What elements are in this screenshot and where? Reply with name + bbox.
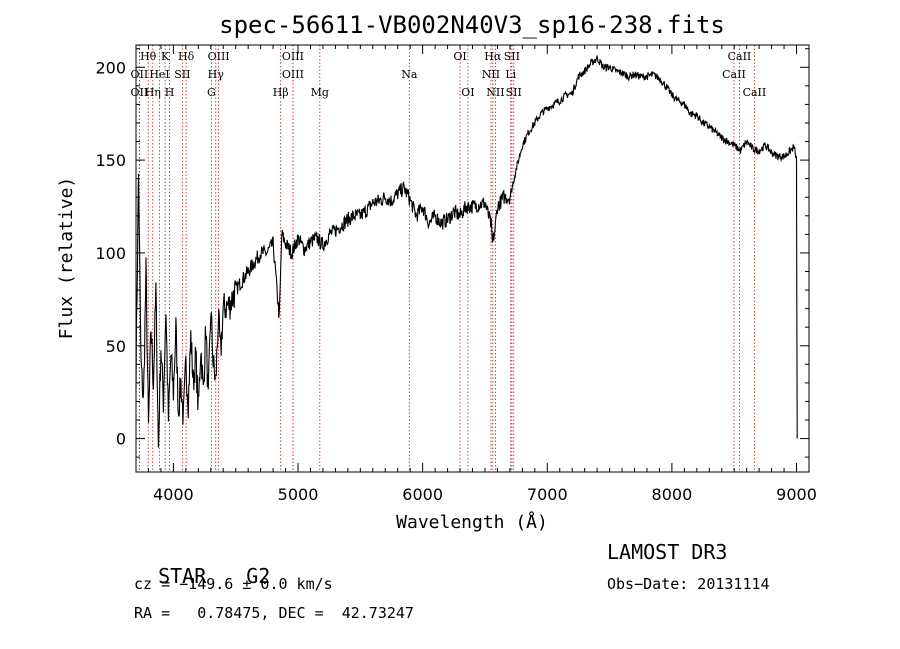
x-tick-label: 9000 — [776, 485, 817, 504]
marker-label-8: SII — [174, 68, 190, 81]
object-subclass: G2 — [246, 564, 271, 588]
x-axis-label: Wavelength (Å) — [396, 511, 548, 533]
spectrum-series-line — [135, 55, 798, 448]
marker-label-5: HeI — [149, 68, 169, 81]
marker-label-18: OI — [461, 86, 474, 99]
classification: STAR G2 — [134, 540, 270, 588]
y-tick-label: 50 — [106, 337, 126, 356]
observation-date: Obs−Date: 20131114 — [607, 575, 770, 593]
marker-label-22: Li — [505, 68, 516, 81]
marker-label-0: Hθ — [140, 50, 157, 63]
marker-label-17: OI — [453, 50, 466, 63]
x-tick-label: 6000 — [402, 485, 443, 504]
spectral-line-markers — [138, 45, 755, 472]
y-axis: 0 50 100 150 200 — [95, 48, 809, 458]
marker-label-13: OIII — [282, 68, 304, 81]
marker-label-4: K — [161, 50, 170, 63]
marker-label-27: CaII — [743, 86, 767, 99]
chart-title: spec-56611-VB002N40V3_sp16-238.fits — [219, 11, 725, 39]
marker-label-2: OII — [131, 86, 149, 99]
marker-label-16: Na — [401, 68, 418, 81]
x-tick-label: 4000 — [153, 485, 194, 504]
y-tick-label: 200 — [95, 58, 126, 77]
marker-label-10: Hγ — [208, 68, 225, 81]
x-tick-label: 8000 — [652, 485, 693, 504]
marker-label-14: Hβ — [273, 86, 289, 99]
marker-label-19: Hα — [484, 50, 502, 63]
marker-label-12: OIII — [282, 50, 304, 63]
y-axis-label: Flux (relative) — [56, 177, 77, 340]
marker-label-25: CaII — [728, 50, 752, 63]
marker-label-9: OIII — [208, 50, 230, 63]
x-axis: 4000 5000 6000 7000 8000 9000 — [147, 45, 817, 504]
x-tick-label: 7000 — [527, 485, 568, 504]
plot-frame — [135, 44, 810, 473]
y-tick-label: 150 — [95, 151, 126, 170]
y-tick-label: 0 — [116, 430, 126, 449]
marker-label-21: NII — [482, 68, 500, 81]
marker-label-11: G — [207, 86, 216, 99]
marker-label-26: CaII — [722, 68, 746, 81]
redshift-velocity: cz = −149.6 ± 0.0 km/s — [134, 575, 333, 593]
marker-label-6: H — [165, 86, 175, 99]
y-tick-label: 100 — [95, 244, 126, 263]
marker-label-24: SII — [506, 86, 522, 99]
marker-label-3: Hη — [145, 86, 161, 99]
marker-label-7: Hδ — [178, 50, 195, 63]
x-tick-label: 5000 — [278, 485, 319, 504]
marker-label-1: OII — [131, 68, 149, 81]
marker-label-15: Mg — [311, 86, 329, 99]
sky-coordinates: RA = 0.78475, DEC = 42.73247 — [134, 604, 414, 622]
marker-label-20: SII — [504, 50, 520, 63]
survey-name: LAMOST DR3 — [607, 540, 728, 564]
object-class: STAR — [158, 564, 207, 588]
marker-label-23: NII — [486, 86, 504, 99]
